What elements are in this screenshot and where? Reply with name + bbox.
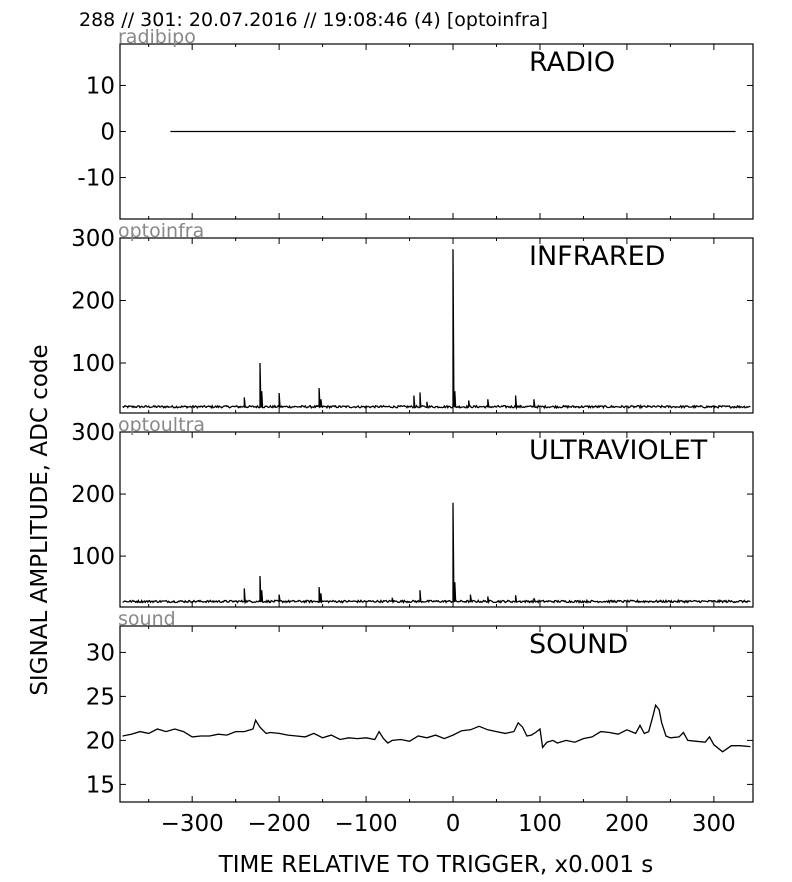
x-tick-label: 300: [692, 811, 736, 837]
y-tick-label: 20: [86, 728, 115, 754]
series-line: [122, 502, 751, 605]
y-tick-label: 300: [71, 420, 115, 446]
series-line: [122, 249, 751, 410]
x-tick-label: −100: [334, 811, 397, 837]
x-tick-label: 100: [518, 811, 562, 837]
y-tick-label: 200: [71, 482, 115, 508]
y-tick-label: 300: [71, 226, 115, 252]
x-tick-label: −300: [161, 811, 224, 837]
y-tick-label: 30: [86, 640, 115, 666]
y-tick-label: 100: [71, 351, 115, 377]
panel-title: INFRARED: [529, 241, 665, 272]
y-axis-label: SIGNAL AMPLITUDE, ADC code: [27, 344, 53, 695]
y-tick-label: 200: [71, 289, 115, 315]
y-tick-label: 0: [100, 120, 115, 146]
x-tick-label: 200: [605, 811, 649, 837]
series-line: [122, 703, 751, 753]
plot-frame: [119, 625, 754, 803]
x-tick-label: −200: [248, 811, 311, 837]
panel-title: ULTRAVIOLET: [529, 435, 708, 466]
panel-title: SOUND: [529, 629, 628, 660]
plot-frame: [119, 431, 754, 608]
y-tick-label: 15: [86, 772, 115, 798]
y-tick-label: 100: [71, 544, 115, 570]
panel-optoinfra: 100 200 300 optoinfra INFRARED: [71, 220, 754, 414]
panel-tag: radibipo: [118, 26, 196, 48]
panel-tag: optoultra: [118, 414, 205, 436]
plot-frame: [119, 237, 754, 414]
y-tick-label: 25: [86, 684, 115, 710]
figure-header: 288 // 301: 20.07.2016 // 19:08:46 (4) […: [79, 9, 548, 31]
panel-radibipo: -10 0 10 radibipo RADIO: [77, 26, 754, 220]
panel-title: RADIO: [529, 47, 615, 78]
y-tick-label: -10: [77, 166, 115, 192]
panel-tag: optoinfra: [118, 220, 204, 242]
panel-optoultra: 100 200 300 optoultra ULTRAVIOLET: [71, 414, 754, 608]
x-axis-label: TIME RELATIVE TO TRIGGER, x0.001 s: [218, 852, 654, 878]
panel-tag: sound: [118, 608, 176, 630]
x-tick-label: 0: [446, 811, 461, 837]
y-tick-label: 10: [86, 73, 115, 99]
